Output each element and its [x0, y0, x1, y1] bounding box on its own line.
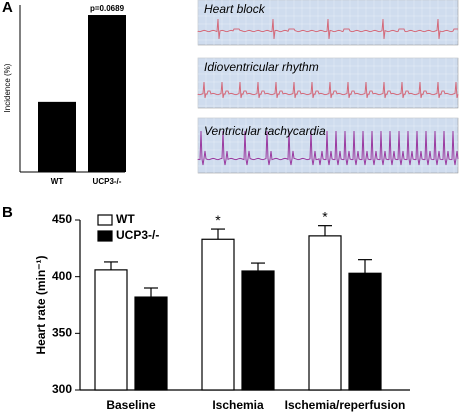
bar: [308, 235, 342, 391]
significance-marker: *: [322, 208, 328, 224]
bar: [201, 238, 235, 391]
ecg-label: Ventricular tachycardia: [204, 124, 326, 138]
ecg-trace: [197, 130, 459, 166]
x-tick-label: Ischemia/reperfusion: [285, 398, 406, 412]
x-tick-label: WT: [51, 177, 64, 186]
legend-swatch: [97, 230, 113, 242]
ecg-trace: [197, 81, 459, 99]
bar: [134, 296, 168, 391]
x-tick-label: Baseline: [106, 398, 156, 412]
y-axis-label: Heart rate (min⁻¹): [34, 255, 48, 354]
ecg-label: Heart block: [204, 2, 266, 16]
bar: [348, 272, 382, 391]
significance-marker: *: [215, 212, 221, 228]
y-tick-label: 350: [52, 326, 72, 340]
panel-label: B: [2, 204, 13, 221]
y-tick-label: 450: [52, 212, 72, 226]
panel-label: A: [2, 0, 13, 16]
bar: [88, 15, 126, 172]
legend-swatch: [97, 214, 113, 226]
ecg-label: Idioventricular rhythm: [204, 60, 319, 74]
legend-label: UCP3-/-: [116, 228, 159, 242]
y-tick-label: 300: [52, 382, 72, 396]
bar: [38, 101, 76, 172]
bar: [94, 269, 128, 391]
bar: [241, 270, 275, 391]
x-tick-label: Ischemia: [212, 398, 264, 412]
annotation: p=0.0689: [90, 4, 125, 13]
legend-label: WT: [116, 212, 135, 226]
y-axis-label: Incidence (%): [3, 63, 12, 112]
x-tick-label: UCP3-/-: [93, 177, 122, 186]
ecg-trace: [197, 18, 458, 40]
y-tick-label: 400: [52, 269, 72, 283]
